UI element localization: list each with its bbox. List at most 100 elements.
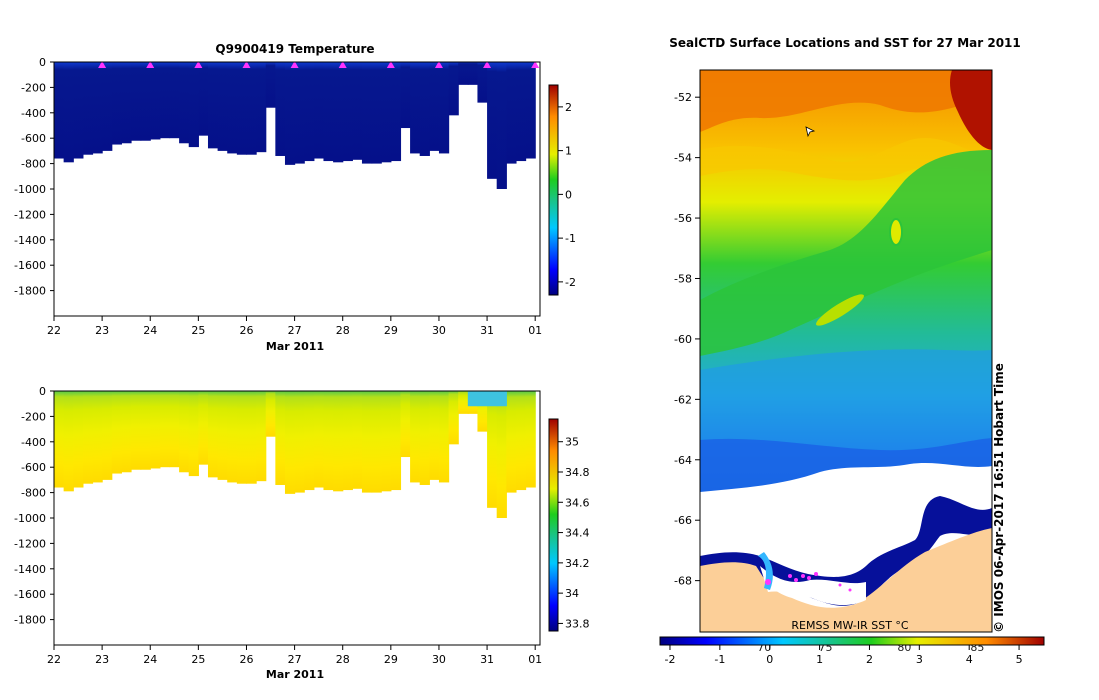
temperature-profile-column: [73, 62, 84, 159]
salinity-depth-axis: 0 -200 -400 -600 -800 -1000 -1200 -1400 -1600 -18…: [14, 385, 54, 627]
time-tick-label: 22: [47, 653, 61, 666]
temperature-profile-column: [419, 62, 430, 156]
depth-tick-label: -1000: [14, 183, 46, 196]
salinity-profile-column: [92, 391, 103, 483]
sst-yellow-band: [700, 138, 992, 181]
salinity-profile-column: [506, 391, 517, 493]
depth-tick-label: -1800: [14, 614, 46, 627]
sst-latitude-axis: -52 -54 -56 -58 -60 -62 -64 -66 -68: [674, 91, 700, 588]
time-tick-label: 29: [384, 324, 398, 337]
profile-marker: [290, 62, 299, 68]
profile-marker: [194, 62, 203, 68]
salinity-profile-column: [188, 391, 199, 477]
salinity-profile-column: [73, 391, 84, 488]
sst-colorbar: [659, 636, 1045, 646]
temperature-data-area: [54, 62, 540, 189]
cursor-arrow-icon: [805, 126, 816, 138]
temperature-profile-column: [313, 62, 325, 159]
salinity-profile-column: [256, 391, 267, 482]
salinity-profile-column: [150, 391, 161, 469]
latitude-tick-label: -52: [674, 91, 692, 104]
temperature-profile-column: [188, 62, 199, 148]
sst-warm-filament: [816, 294, 864, 326]
depth-tick-label: -1000: [14, 512, 46, 525]
temperature-profile-column: [371, 62, 382, 164]
temperature-profile-column: [130, 62, 142, 141]
salinity-profile-column: [304, 391, 315, 491]
temperature-profile-column: [179, 62, 190, 144]
temperature-profile-column: [207, 62, 219, 149]
temperature-profile-column: [352, 62, 363, 160]
latitude-tick-label: -56: [674, 212, 692, 225]
temperature-profile-column: [429, 62, 440, 151]
salinity-profile-column: [217, 391, 228, 480]
salinity-profile-column: [294, 391, 305, 493]
colorbar-tick-label: 1: [565, 145, 572, 158]
temperature-profile-column: [323, 62, 334, 162]
profile-marker: [531, 62, 540, 68]
temperature-profile-column: [525, 62, 536, 159]
colorbar-tick-label: 0: [565, 188, 572, 201]
profile-marker: [242, 62, 251, 68]
temperature-profile-column: [448, 62, 459, 116]
salinity-profile-column: [236, 391, 248, 484]
temperature-section-plot: Q9900419 Temperature 0 -200 -400 -600 -800 -1…: [14, 42, 576, 353]
profile-marker: [98, 62, 107, 68]
salinity-profile-column: [323, 391, 334, 491]
salinity-profile-column: [458, 391, 469, 414]
salinity-time-axis: 22 23 24 25 26 27 28 29 30 31 01: [47, 645, 542, 666]
temperature-profile-column: [111, 62, 122, 145]
sst-colorbar-tick-label: 1: [816, 653, 823, 666]
temperature-profile-column: [333, 62, 344, 163]
depth-tick-label: -600: [21, 461, 46, 474]
temperature-profile-column: [438, 62, 450, 154]
antarctic-land: [700, 528, 992, 632]
salinity-profile-column: [496, 391, 507, 518]
temperature-profile-column: [63, 62, 74, 163]
salinity-profile-column: [400, 391, 411, 458]
colorbar-tick-label: 2: [565, 101, 572, 114]
depth-tick-label: -1400: [14, 234, 46, 247]
time-tick-label: 27: [288, 324, 302, 337]
sst-warm-band: [700, 70, 992, 132]
sst-front-tongue: [700, 150, 992, 356]
temperature-profile-column: [256, 62, 267, 153]
colorbar-tick-label: 34.8: [565, 466, 590, 479]
time-tick-label: 23: [95, 653, 109, 666]
temperature-profile-column: [477, 62, 488, 103]
temperature-profile-column: [410, 62, 421, 154]
salinity-profile-column: [525, 391, 536, 488]
salinity-profile-column: [477, 391, 488, 432]
time-tick-label: 29: [384, 653, 398, 666]
salinity-profile-column: [448, 391, 459, 445]
temperature-profile-column: [246, 62, 257, 155]
time-tick-label: 25: [191, 324, 205, 337]
latitude-tick-label: -64: [674, 454, 692, 467]
salinity-profile-column: [333, 391, 344, 492]
temperature-profile-column: [150, 62, 161, 140]
salinity-profile-column: [140, 391, 151, 470]
temperature-profile-column: [381, 62, 392, 163]
colorbar-tick-label: -2: [565, 276, 576, 289]
salinity-profile-column: [198, 391, 209, 465]
temperature-profile-column: [515, 62, 527, 162]
profile-marker: [483, 62, 492, 68]
colorbar-tick-label: 33.8: [565, 617, 590, 630]
depth-tick-label: -1200: [14, 208, 46, 221]
sst-warm-core-northeast: [950, 70, 992, 150]
time-tick-label: 25: [191, 653, 205, 666]
temperature-profile-column: [121, 62, 132, 144]
temperature-profile-column: [506, 62, 517, 164]
temperature-time-axis: 22 23 24 25 26 27 28 29 30 31 01: [47, 316, 542, 337]
salinity-profile-column: [429, 391, 440, 480]
salinity-data-area: [54, 391, 536, 518]
sst-colorbar-tick-label: 0: [766, 653, 773, 666]
depth-tick-label: -1200: [14, 537, 46, 550]
salinity-x-axis-label: Mar 2011: [266, 668, 324, 681]
salinity-profile-column: [265, 391, 276, 437]
salinity-fresh-surface-patch: [496, 391, 507, 407]
depth-tick-label: 0: [39, 385, 46, 398]
salinity-profile-column: [487, 391, 498, 508]
salinity-section-plot: 0 -200 -400 -600 -800 -1000 -1200 -1400 -1600 -18…: [14, 385, 589, 681]
salinity-profile-column: [227, 391, 238, 483]
